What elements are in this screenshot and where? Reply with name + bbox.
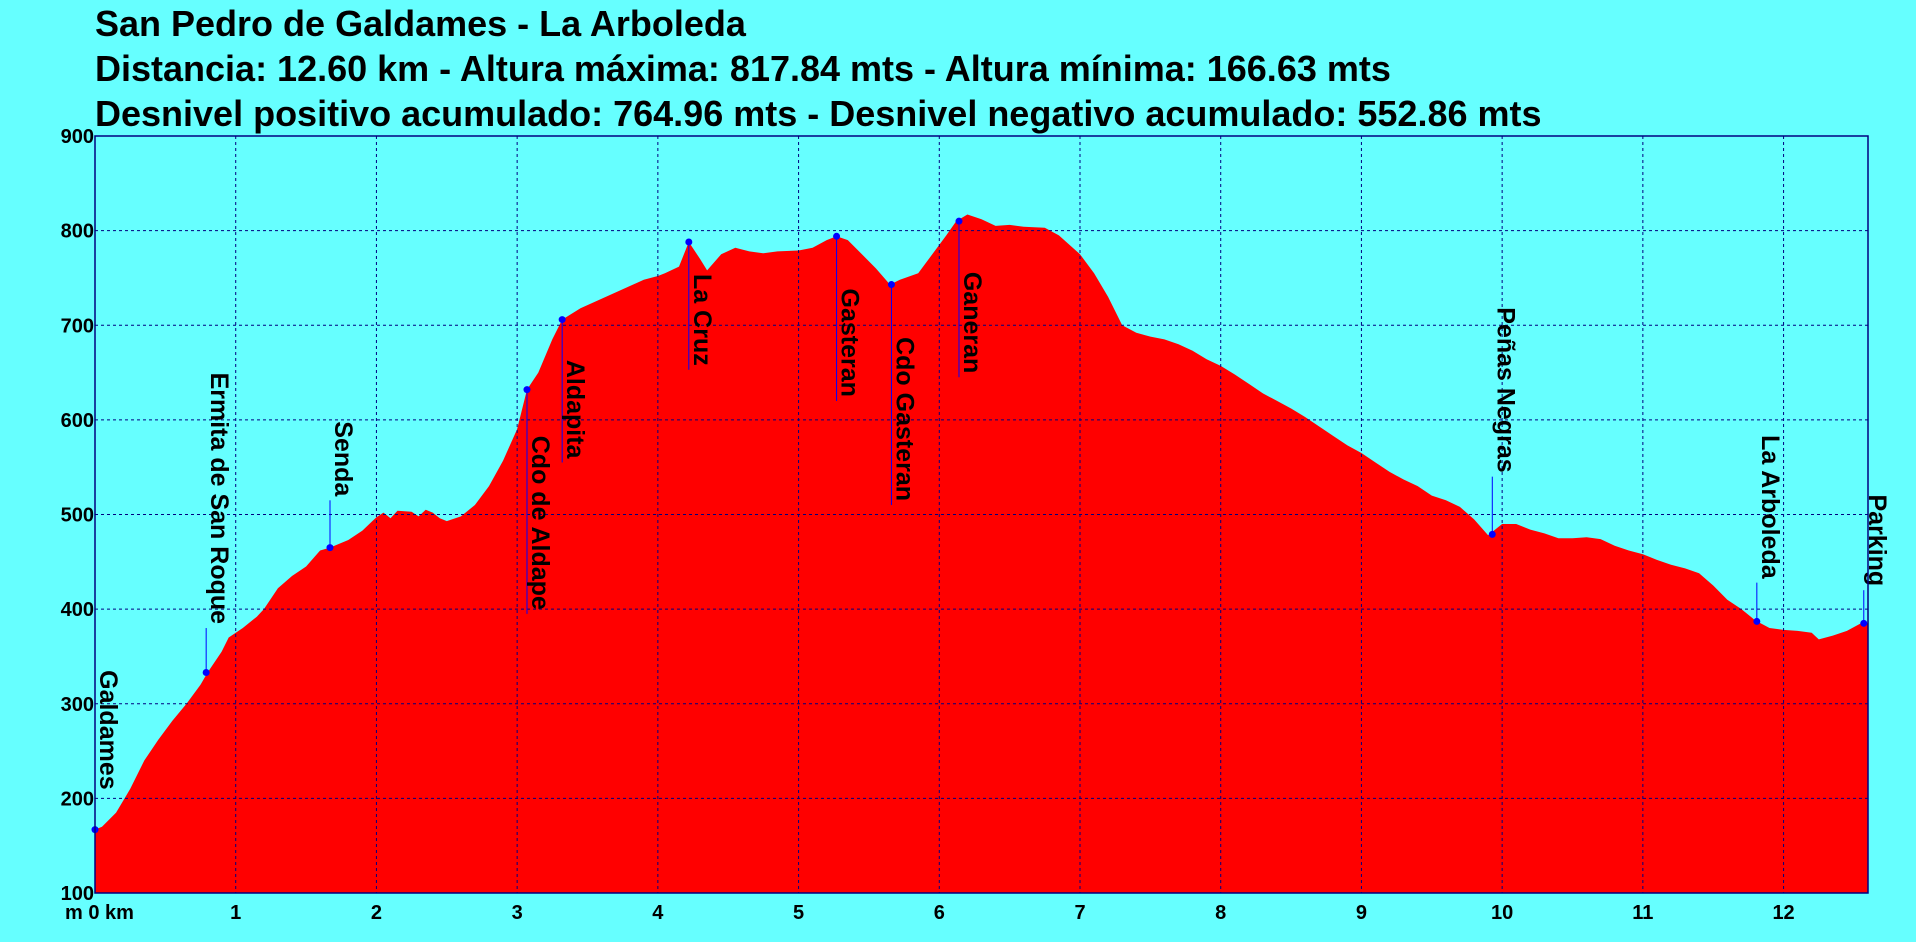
waypoints-layer: Galdames Ermita de San Roque Senda Cdo de A… — [91, 217, 1891, 834]
waypoint-marker — [1860, 619, 1868, 627]
elevation-profile-area — [95, 214, 1868, 893]
y-tick-label: 900 — [61, 126, 94, 148]
waypoint-marker — [558, 316, 566, 324]
waypoint-label: Cdo de Aldape — [526, 436, 554, 610]
x-tick-label: m 0 km — [65, 902, 134, 924]
x-tick-label: 4 — [652, 902, 664, 924]
waypoint-label: Galdames — [94, 670, 122, 790]
x-tick-label: 11 — [1632, 902, 1653, 924]
x-tick-label: 1 — [230, 902, 241, 924]
waypoint-marker — [326, 544, 334, 552]
waypoint-label: La Arboleda — [1756, 435, 1784, 580]
profile-area-layer — [95, 214, 1868, 893]
x-tick-label: 3 — [512, 902, 523, 924]
waypoint-label: Ganeran — [958, 272, 986, 373]
waypoint-marker — [955, 217, 963, 225]
y-tick-label: 200 — [61, 788, 94, 810]
chart-title: San Pedro de Galdames - La Arboleda — [95, 3, 746, 44]
waypoint-marker — [523, 386, 531, 394]
waypoint-label: Senda — [329, 421, 357, 497]
waypoint-marker — [685, 238, 693, 246]
plot-frame — [94, 135, 1869, 894]
waypoint-marker — [833, 232, 841, 240]
chart-subtitle-distance: Distancia: 12.60 km - Altura máxima: 817… — [95, 48, 1391, 89]
y-tick-label: 100 — [61, 883, 94, 905]
y-tick-label: 800 — [61, 221, 94, 243]
waypoint-label: Peñas Negras — [1491, 307, 1519, 472]
x-tick-label: 12 — [1772, 902, 1794, 924]
y-tick-label: 700 — [61, 315, 94, 337]
x-tick-label: 5 — [793, 902, 804, 924]
waypoint-label: Gasteran — [836, 289, 864, 397]
y-tick-label: 400 — [61, 599, 94, 621]
waypoint-label: Ermita de San Roque — [205, 373, 233, 625]
waypoint-label: Cdo Gasteran — [890, 337, 918, 501]
y-tick-label: 500 — [61, 505, 94, 527]
waypoint-marker — [887, 281, 895, 289]
x-tick-label: 8 — [1215, 902, 1226, 924]
waypoint-marker — [202, 669, 210, 677]
grid-layer — [95, 136, 1868, 893]
x-tick-label: 7 — [1074, 902, 1085, 924]
x-tick-label: 10 — [1491, 902, 1513, 924]
waypoint-label: Aldapita — [561, 360, 589, 460]
x-tick-label: 6 — [934, 902, 945, 924]
x-tick-label: 9 — [1356, 902, 1367, 924]
waypoint-label: Parking — [1863, 494, 1891, 586]
chart-subtitle-elevation: Desnivel positivo acumulado: 764.96 mts … — [95, 93, 1542, 134]
waypoint-marker — [1753, 617, 1761, 625]
x-tick-label: 2 — [371, 902, 382, 924]
waypoint-marker — [1488, 530, 1496, 538]
y-tick-label: 600 — [61, 410, 94, 432]
y-tick-label: 300 — [61, 694, 94, 716]
waypoint-label: La Cruz — [688, 274, 716, 366]
